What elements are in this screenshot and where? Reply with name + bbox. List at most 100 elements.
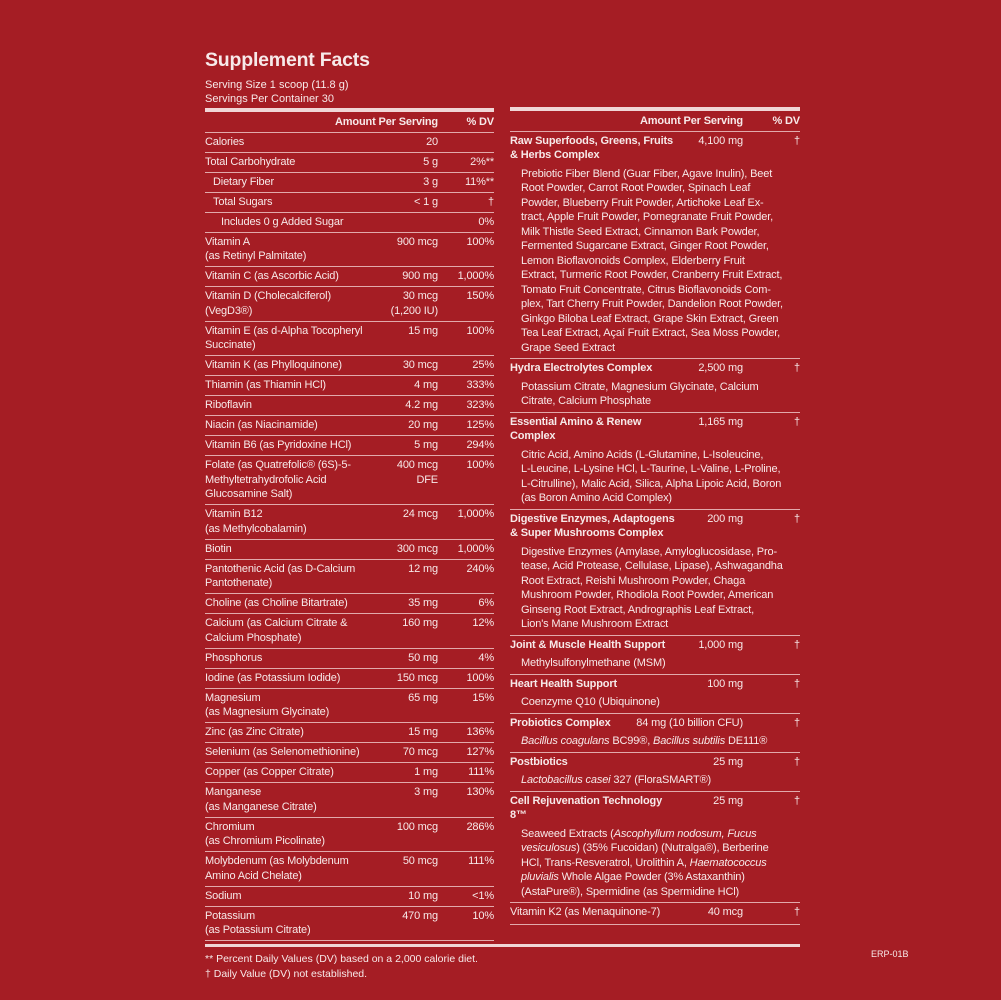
nutrient-name: Phosphorus: [205, 651, 263, 664]
nutrient-dv: 100%: [466, 324, 494, 337]
ingredient-row: Cell Rejuvenation Technology 8™ 25 mg †: [510, 794, 800, 827]
ingredient-row: Probiotics Complex 84 mg (10 billion CFU)…: [510, 716, 800, 735]
ingredient-row: Joint & Muscle Health Support 1,000 mg †: [510, 638, 800, 657]
ingredient-amount: 100 mg: [707, 677, 743, 690]
ingredient-name: Digestive Enzymes, Adaptogens & Super Mus…: [510, 512, 675, 540]
description-line: Lion's Mane Mushroom Extract: [521, 618, 669, 630]
ingredient-dv: †: [794, 638, 800, 651]
nutrient-dv: 136%: [466, 726, 494, 738]
ingredient-dv: †: [794, 677, 800, 690]
table-row: Vitamin B12 (as Methylcobalamin) 24 mcg 1,0…: [205, 505, 494, 540]
ingredient-block: Vitamin K2 (as Menaquinone-7) 40 mcg †: [510, 903, 800, 925]
description-line: Root Extract, Reishi Mushroom Powder, Ch…: [521, 574, 746, 587]
nutrient-name: Biotin: [205, 542, 232, 555]
table-row: Niacin (as Niacinamide) 20 mg 125%: [205, 416, 494, 436]
ingredient-block: Joint & Muscle Health Support 1,000 mg † Me…: [510, 636, 800, 675]
ingredient-row: Hydra Electrolytes Complex 2,500 mg †: [510, 361, 800, 380]
nutrient-amount: 900 mcg: [396, 235, 438, 248]
footnote-dv-not-established: † Daily Value (DV) not established.: [205, 968, 368, 980]
nutrient-name: Potassium (as Potassium Citrate): [205, 909, 311, 937]
nutrient-name: Sodium: [205, 889, 242, 902]
description-line: Ginkgo Biloba Leaf Extract, Grape Skin E…: [521, 312, 779, 325]
ingredient-name: Essential Amino & Renew Complex: [510, 415, 642, 443]
ingredient-block: Hydra Electrolytes Complex 2,500 mg † Potas…: [510, 359, 800, 413]
nutrient-name: Chromium (as Chromium Picolinate): [205, 820, 325, 848]
ingredient-description: Coenzyme Q10 (Ubiquinone): [510, 695, 800, 710]
nutrient-amount: 20: [426, 135, 438, 148]
nutrient-name: Molybdenum (as Molybdenum Amino Acid Chel…: [205, 855, 349, 882]
nutrient-name: Calories: [205, 135, 245, 148]
ingredient-amount: 1,000 mg: [698, 638, 743, 651]
nutrient-dv: 4%: [478, 651, 494, 664]
ingredient-dv: †: [794, 512, 800, 525]
ingredient-amount: 4,100 mg: [698, 134, 743, 147]
nutrient-name: Total Sugars: [213, 195, 273, 208]
ingredient-name: Cell Rejuvenation Technology 8™: [510, 794, 663, 822]
table-row: Folate (as Quatrefolic® (6S)-5- Methyltet…: [205, 456, 494, 505]
nutrient-name: Dietary Fiber: [213, 175, 275, 188]
ingredient-row: Heart Health Support 100 mg †: [510, 677, 800, 696]
ingredient-description: Prebiotic Fiber Blend (Guar Fiber, Agave…: [510, 167, 800, 356]
nutrient-name: Vitamin C (as Ascorbic Acid): [205, 270, 339, 282]
table-row: Molybdenum (as Molybdenum Amino Acid Chel…: [205, 852, 494, 887]
nutrient-amount: 10 mg: [408, 889, 438, 902]
nutrient-amount: 24 mcg: [402, 508, 438, 520]
nutrient-amount: 3 mg: [414, 786, 438, 798]
description-line: Lactobacillus casei 327 (FloraSMART®): [521, 774, 712, 786]
nutrient-dv: 25%: [472, 359, 494, 371]
nutrient-amount: 70 mcg: [402, 746, 438, 758]
ingredient-name: Joint & Muscle Health Support: [510, 638, 666, 651]
table-row: Pantothenic Acid (as D-Calcium Pantothena…: [205, 560, 494, 594]
nutrient-dv: 111%: [468, 766, 494, 778]
nutrient-table-left: Amount Per Serving % DV Calories 20 Total …: [205, 108, 494, 941]
nutrient-name: Vitamin K (as Phylloquinone): [205, 359, 342, 371]
nutrient-dv: 100%: [466, 671, 494, 684]
ingredient-block: Digestive Enzymes, Adaptogens & Super Mus…: [510, 510, 800, 636]
ingredient-description: Digestive Enzymes (Amylase, Amyloglucosi…: [510, 545, 800, 632]
nutrient-amount: 12 mg: [408, 562, 438, 575]
ingredient-block: Postbiotics 25 mg † Lactobacillus casei 327…: [510, 753, 800, 792]
description-line: Digestive Enzymes (Amylase, Amyloglucosi…: [521, 545, 777, 558]
nutrient-amount: 300 mcg: [396, 542, 438, 555]
table-row: Potassium (as Potassium Citrate) 470 mg 10%: [205, 907, 494, 941]
table-row: Vitamin B6 (as Pyridoxine HCl) 5 mg 294%: [205, 436, 494, 456]
nutrient-dv: 240%: [466, 562, 494, 575]
table-row: Vitamin D (Cholecalciferol) (VegD3®) 30 mc…: [205, 287, 494, 322]
description-line: Extract, Turmeric Root Powder, Cranberry…: [521, 269, 783, 281]
nutrient-dv: <1%: [472, 889, 494, 902]
nutrient-amount: [372, 215, 438, 230]
footnotes: ** Percent Daily Values (DV) based on a …: [205, 952, 478, 982]
label-title: Supplement Facts: [205, 49, 370, 71]
ingredient-amount: 40 mcg: [707, 906, 743, 918]
nutrient-name: Choline (as Choline Bitartrate): [205, 597, 348, 609]
ingredient-description: Potassium Citrate, Magnesium Glycinate, …: [510, 380, 800, 409]
nutrient-dv: 1,000%: [457, 270, 495, 282]
table-row: Thiamin (as Thiamin HCl) 4 mg 333%: [205, 376, 494, 396]
serving-info: Serving Size 1 scoop (11.8 g) Servings P…: [205, 78, 348, 106]
ingredient-description: Bacillus coagulans BC99®, Bacillus subti…: [510, 734, 800, 749]
description-line: (as Boron Amino Acid Complex): [521, 492, 672, 504]
table-row: Vitamin K (as Phylloquinone) 30 mcg 25%: [205, 356, 494, 376]
description-line: HCl, Trans-Resveratrol, Urolithin A, Hae…: [521, 856, 767, 869]
nutrient-dv: 12%: [472, 617, 494, 629]
nutrient-amount: 900 mg: [402, 270, 438, 282]
description-line: pluvialis Whole Algae Powder (3% Astaxan…: [521, 871, 745, 883]
ingredient-name: Postbiotics: [510, 755, 568, 768]
nutrient-amount: 400 mcg DFE: [396, 459, 438, 486]
ingredient-dv: †: [794, 794, 800, 807]
nutrient-name: Niacin (as Niacinamide): [205, 419, 318, 431]
table-row: Iodine (as Potassium Iodide) 150 mcg 100%: [205, 669, 494, 689]
ingredient-description: Seaweed Extracts (Ascophyllum nodosum, F…: [510, 827, 800, 900]
description-line: Milk Thistle Seed Extract, Cinnamon Bark…: [521, 225, 760, 238]
servings-per-container: Servings Per Container 30: [205, 93, 335, 105]
footnote-dv-basis: ** Percent Daily Values (DV) based on a …: [205, 953, 478, 965]
nutrient-amount: 4 mg: [414, 379, 438, 391]
table-header: Amount Per Serving % DV: [510, 111, 800, 132]
nutrient-amount: 3 g: [423, 175, 438, 188]
nutrient-dv: 127%: [466, 746, 494, 758]
table-row: Calories 20: [205, 133, 494, 153]
nutrient-name: Iodine (as Potassium Iodide): [205, 671, 341, 684]
table-row: Magnesium (as Magnesium Glycinate) 65 mg 15…: [205, 689, 494, 723]
description-line: Potassium Citrate, Magnesium Glycinate, …: [521, 380, 759, 393]
ingredient-row: Postbiotics 25 mg †: [510, 755, 800, 774]
